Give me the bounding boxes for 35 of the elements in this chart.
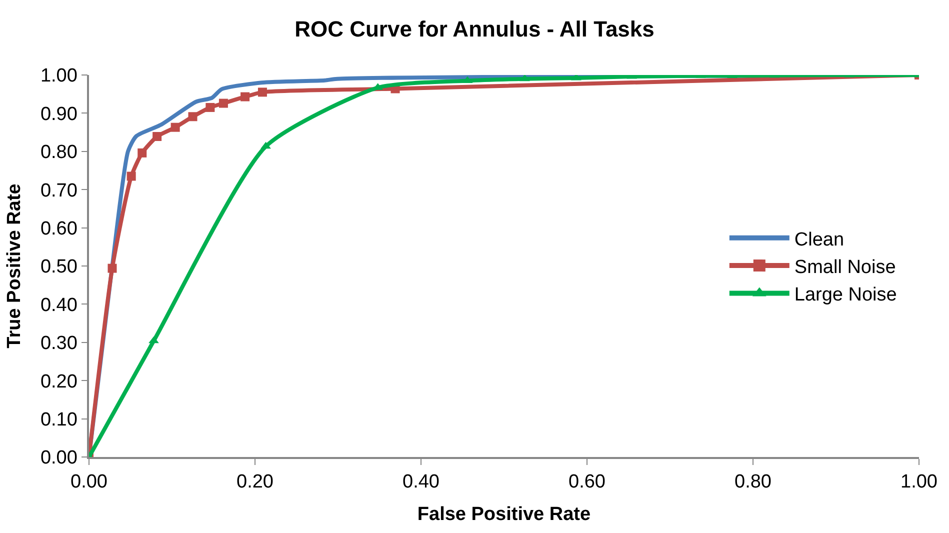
y-tick-label: 0.20 — [40, 371, 78, 392]
point — [138, 148, 147, 158]
y-tick-label: 0.30 — [40, 333, 78, 354]
legend-label: Clean — [794, 229, 844, 250]
y-tick-label: 0.70 — [40, 180, 78, 202]
point — [152, 132, 162, 141]
point — [148, 336, 159, 344]
point — [170, 122, 180, 132]
chart-title: ROC Curve for Annulus - All Tasks — [294, 16, 654, 42]
y-tick-label: 0.90 — [40, 104, 78, 125]
point — [218, 98, 228, 108]
y-tick-label: 0.60 — [40, 218, 78, 240]
x-tick-label: 0.40 — [402, 472, 440, 493]
legend-label: Small Noise — [794, 256, 896, 278]
x-axis-title: False Positive Rate — [417, 504, 591, 525]
x-tick-label: 1.00 — [900, 472, 938, 493]
point — [260, 142, 271, 149]
y-tick-label: 0.10 — [40, 409, 78, 430]
y-tick-label: 0.80 — [40, 142, 78, 164]
point — [126, 172, 136, 181]
point — [108, 264, 117, 273]
y-tick-label: 0.00 — [40, 448, 78, 469]
point — [240, 92, 250, 102]
y-tick-label: 0.50 — [40, 256, 78, 278]
y-tick-label: 1.00 — [40, 66, 78, 87]
legend-label: Large Noise — [794, 284, 897, 306]
y-axis-title: True Positive Rate — [4, 184, 25, 348]
point — [188, 112, 198, 122]
point — [258, 88, 267, 97]
y-tick-label: 0.40 — [40, 294, 78, 316]
x-tick-label: 0.20 — [236, 472, 274, 493]
x-tick-label: 0.80 — [734, 472, 772, 493]
x-tick-label: 0.60 — [568, 472, 606, 493]
x-tick-label: 0.00 — [70, 472, 108, 493]
point — [206, 102, 215, 112]
